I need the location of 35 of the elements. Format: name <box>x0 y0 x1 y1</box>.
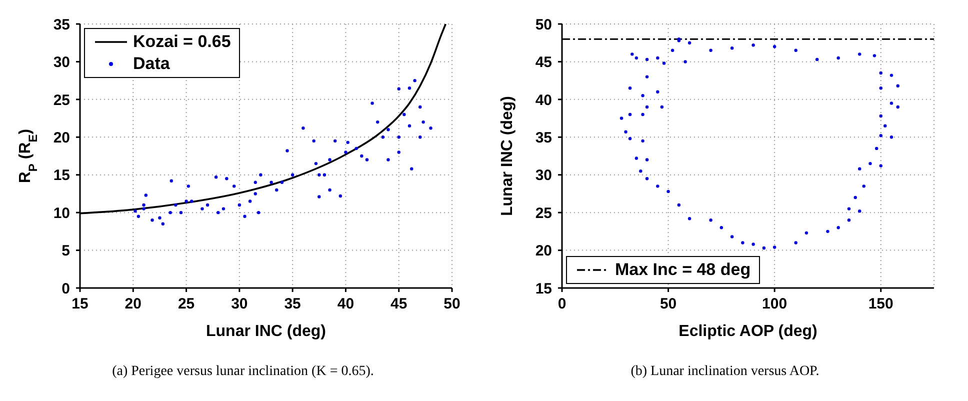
x-axis-title: Ecliptic AOP (deg) <box>678 323 818 340</box>
y-tick-label: 45 <box>535 54 552 72</box>
x-tick-label: 30 <box>231 296 248 313</box>
legend-label: Max Inc = 48 deg <box>615 259 751 281</box>
y-tick-label: 40 <box>535 92 552 109</box>
x-tick-label: 45 <box>390 296 408 313</box>
x-tick-label: 150 <box>868 296 894 313</box>
y-tick-label: 35 <box>53 16 70 34</box>
y-tick-label: 15 <box>53 167 70 184</box>
y-axis-title: Lunar INC (deg) <box>499 96 516 216</box>
y-tick-label: 35 <box>535 129 552 146</box>
x-tick-label: 40 <box>337 296 354 313</box>
x-axis-title: Lunar INC (deg) <box>206 323 326 340</box>
y-tick-label: 25 <box>53 92 70 109</box>
x-tick-label: 20 <box>124 296 142 313</box>
y-tick-label: 30 <box>53 54 70 72</box>
text: (b) Lunar inclination versus AOP. <box>630 364 820 380</box>
legend-label: Data <box>133 53 170 75</box>
text: (a) Perigee versus lunar inclination (K = 0.65). <box>111 364 375 380</box>
y-tick-label: 20 <box>53 129 70 146</box>
y-tick-label: 5 <box>62 242 70 260</box>
x-tick-label: 100 <box>762 296 788 313</box>
y-tick-label: 30 <box>535 167 552 184</box>
y-tick-label: 15 <box>535 280 552 298</box>
x-tick-label: 0 <box>558 296 566 313</box>
x-tick-label: 50 <box>660 296 677 313</box>
y-tick-label: 50 <box>535 16 552 34</box>
x-tick-label: 35 <box>284 296 301 313</box>
y-tick-label: 0 <box>62 280 70 298</box>
y-tick-label: 20 <box>535 242 552 260</box>
x-tick-label: 25 <box>178 296 195 313</box>
legend-label: Kozai = 0.65 <box>133 31 231 53</box>
y-tick-label: 25 <box>535 204 552 222</box>
y-tick-label: 10 <box>53 204 70 222</box>
x-tick-label: 50 <box>444 296 460 313</box>
